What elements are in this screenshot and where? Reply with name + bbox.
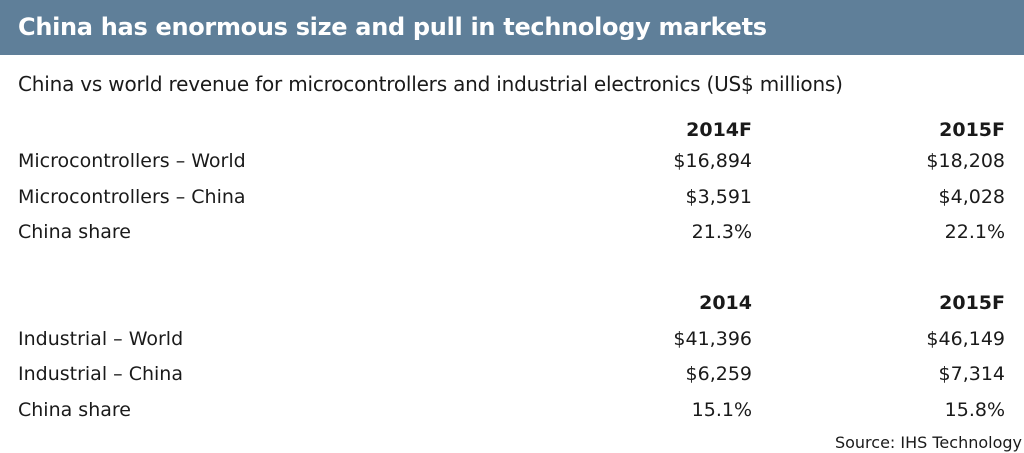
table-row: Microcontrollers – World $16,894 $18,208 [0,150,1024,176]
subtitle: China vs world revenue for microcontroll… [18,72,843,96]
cell-value: $16,894 [673,150,752,172]
table-row: China share 21.3% 22.1% [0,221,1024,247]
page-title: China has enormous size and pull in tech… [18,13,767,41]
row-label: China share [18,399,131,421]
row-label: Industrial – World [18,328,184,350]
table-row: Industrial – China $6,259 $7,314 [0,363,1024,389]
cell-value: 2014F [686,119,752,141]
source-note: Source: IHS Technology [834,433,1022,452]
row-label: Industrial – China [18,363,183,385]
cell-value: 15.8% [944,399,1005,421]
table-row: China share 15.1% 15.8% [0,399,1024,425]
cell-value: $46,149 [926,328,1005,350]
table-row: Industrial – World $41,396 $46,149 [0,328,1024,354]
table-header-row: 2014F 2015F [0,119,1024,145]
cell-value: 22.1% [944,221,1005,243]
cell-value: $6,259 [685,363,752,385]
cell-value: $18,208 [926,150,1005,172]
title-banner: China has enormous size and pull in tech… [0,0,1024,55]
cell-value: $41,396 [673,328,752,350]
row-label: China share [18,221,131,243]
row-label: Microcontrollers – China [18,186,246,208]
cell-value: $4,028 [938,186,1005,208]
cell-value: 2014 [699,292,752,314]
cell-value: 21.3% [691,221,752,243]
cell-value: 2015F [939,292,1005,314]
table-row: Microcontrollers – China $3,591 $4,028 [0,186,1024,212]
cell-value: 15.1% [691,399,752,421]
table-header-row: 2014 2015F [0,292,1024,318]
cell-value: $3,591 [685,186,752,208]
row-label: Microcontrollers – World [18,150,246,172]
cell-value: 2015F [939,119,1005,141]
cell-value: $7,314 [938,363,1005,385]
